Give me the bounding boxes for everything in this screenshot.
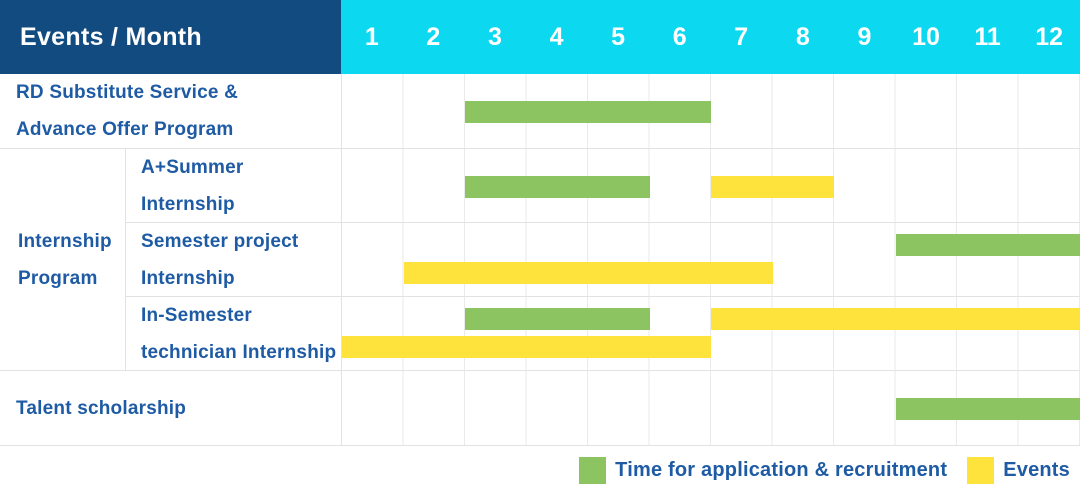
month-label: 12 [1035,22,1064,51]
gantt-bar-yellow [711,175,834,198]
gantt-bar-green [465,308,650,330]
gantt-track [341,223,1080,297]
gantt-track [341,371,1080,446]
gantt-track [341,149,1080,223]
legend-label: Events [1003,458,1070,481]
yellow-swatch-icon [967,456,995,484]
month-header-cells: 1 2 3 4 5 6 7 8 9 10 11 12 [341,0,1080,74]
gantt-bar-yellow [711,308,1080,330]
month-label: 11 [974,22,1001,51]
month-label: 9 [857,22,872,51]
row-label: Semester project Internship [125,223,341,297]
gantt-bar-green [895,398,1080,420]
gantt-track [341,297,1080,371]
gantt-track [341,74,1080,149]
legend-item-application: Time for application & recruitment [579,456,948,484]
month-label: 3 [487,22,502,51]
group-label-internship-program: Internship Program [0,149,125,371]
month-label: 8 [795,22,810,51]
month-label: 1 [364,22,379,51]
month-label: 10 [912,22,940,51]
row-label: Talent scholarship [0,371,341,446]
row-label: In-Semester technician Internship [125,297,341,371]
month-label: 7 [734,22,749,51]
gantt-body: Internship Program RD Substitute Service &… [0,74,1080,446]
legend-label: Time for application & recruitment [615,458,948,481]
month-label: 2 [426,22,441,51]
gantt-bar-yellow [403,262,773,284]
header-row: Events / Month 1 2 3 4 5 6 7 8 9 10 11 12 [0,0,1080,74]
row-label: A+Summer Internship [125,149,341,223]
gantt-bar-yellow [342,336,711,358]
gantt-bar-green [465,175,650,198]
gantt-bar-green [465,101,711,123]
month-label: 6 [672,22,687,51]
gantt-bar-green [895,234,1080,256]
header-title: Events / Month [0,0,341,74]
month-label: 4 [549,22,564,51]
legend: Time for application & recruitment Event… [0,446,1080,494]
row-label: RD Substitute Service & Advance Offer Pro… [0,74,341,149]
month-label: 5 [611,22,626,51]
green-swatch-icon [579,456,607,484]
legend-item-events: Events [967,456,1070,484]
